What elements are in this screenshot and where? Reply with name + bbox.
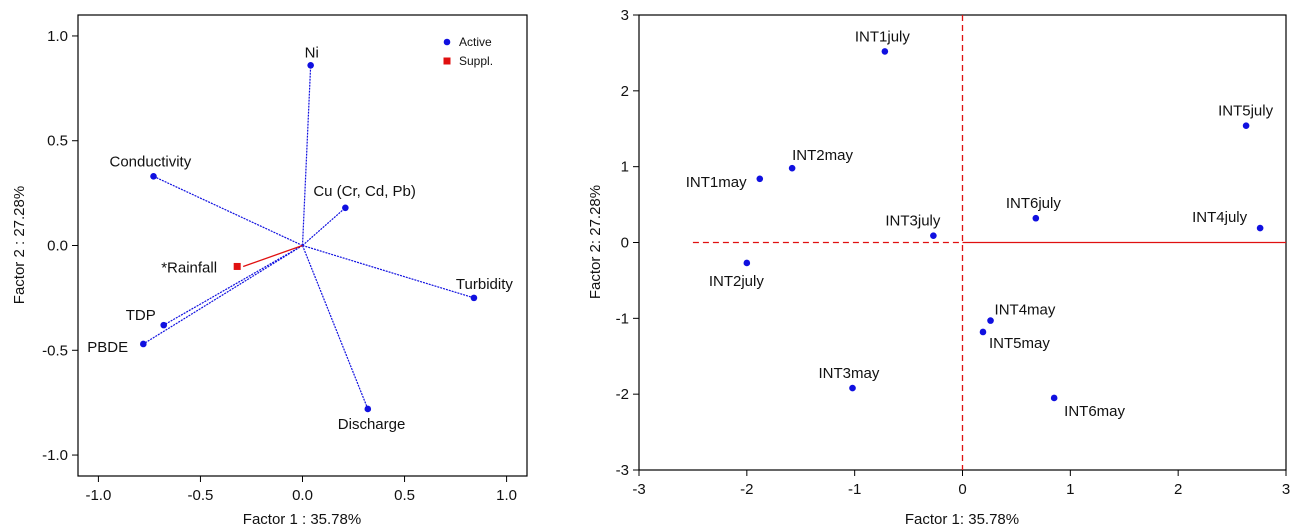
data-label: TDP — [126, 307, 156, 324]
y-tick-label: 2 — [621, 83, 629, 100]
data-point — [987, 317, 994, 324]
data-label: INT2may — [792, 147, 853, 164]
data-point — [1050, 394, 1058, 402]
data-point — [881, 48, 889, 55]
data-point — [743, 259, 751, 267]
x-axis-title: Factor 1: 35.78% — [905, 511, 1019, 528]
data-point — [470, 294, 478, 302]
x-tick-label: 1 — [1066, 481, 1074, 498]
y-tick-label: 3 — [621, 7, 629, 24]
data-label: Discharge — [338, 416, 406, 433]
chart-observations-plot: -3 -2 -1 0 1 2 3 3 2 1 0 -1 -2 -3 Factor 1: 35.78% Fact… — [587, 7, 1290, 528]
x-tick-label: -2 — [740, 481, 753, 498]
y-tick-label: 1.0 — [47, 28, 68, 45]
loading-vector — [302, 244, 475, 299]
data-label: INT3may — [819, 365, 880, 382]
legend-marker-active — [443, 38, 451, 46]
legend-label: Active — [459, 35, 492, 49]
loading-vector — [142, 244, 303, 345]
loading-vector — [163, 244, 303, 326]
data-label: INT3july — [885, 213, 941, 230]
y-axis-title: Factor 2 : 27.28% — [11, 186, 28, 304]
data-point — [150, 173, 157, 180]
x-tick-label: -0.5 — [188, 487, 214, 504]
data-label: INT1july — [855, 28, 911, 45]
data-label: INT5may — [989, 335, 1050, 352]
data-label: INT6may — [1064, 403, 1125, 420]
data-label: INT5july — [1218, 103, 1274, 120]
data-point — [307, 61, 314, 69]
legend-marker-suppl — [443, 57, 451, 65]
data-label: PBDE — [87, 339, 128, 356]
data-point — [979, 328, 987, 336]
x-tick-label: 0.0 — [292, 487, 313, 504]
loading-vector — [153, 175, 303, 247]
x-tick-label: -1.0 — [85, 487, 111, 504]
data-point — [140, 340, 147, 348]
data-label: INT4july — [1192, 209, 1248, 226]
data-label: INT6july — [1006, 195, 1062, 212]
y-axis-title: Factor 2: 27.28% — [587, 185, 604, 299]
data-point — [1256, 224, 1264, 232]
data-point — [788, 164, 796, 172]
y-tick-label: -3 — [616, 462, 629, 479]
y-tick-label: -1.0 — [42, 447, 68, 464]
data-point — [1242, 122, 1250, 130]
data-point — [930, 232, 937, 239]
data-label: Turbidity — [456, 276, 513, 293]
data-label: INT4may — [995, 302, 1056, 319]
y-tick-label: 0.0 — [47, 238, 68, 255]
data-label: Cu (Cr, Cd, Pb) — [313, 183, 416, 200]
x-tick-label: 3 — [1282, 481, 1290, 498]
data-point — [756, 175, 764, 183]
y-tick-label: 0.5 — [47, 133, 68, 150]
x-tick-label: 1.0 — [496, 487, 517, 504]
x-tick-label: 0.5 — [394, 487, 415, 504]
loading-vector — [301, 65, 312, 246]
data-point — [342, 204, 349, 212]
data-point-suppl — [233, 262, 241, 270]
data-label: Conductivity — [110, 153, 192, 170]
y-tick-label: -2 — [616, 386, 629, 403]
loading-vector — [301, 245, 369, 410]
y-tick-label: -1 — [616, 310, 629, 327]
data-label: INT2july — [709, 273, 765, 290]
data-point — [160, 321, 168, 329]
loading-vector — [302, 207, 346, 246]
x-tick-label: -1 — [848, 481, 861, 498]
data-point — [364, 405, 372, 413]
loading-vector-suppl — [242, 244, 303, 268]
x-tick-label: 2 — [1174, 481, 1182, 498]
legend-label: Suppl. — [459, 54, 493, 68]
data-label: INT1may — [686, 174, 747, 191]
x-tick-label: -3 — [632, 481, 645, 498]
chart-variables-plot: -1.0 -0.5 0.0 0.5 1.0 1.0 0.5 0.0 -0.5 -1.0 Factor… — [11, 14, 528, 528]
x-tick-label: 0 — [958, 481, 966, 498]
data-point — [849, 384, 856, 392]
x-axis-title: Factor 1 : 35.78% — [243, 511, 361, 528]
data-label: Ni — [305, 44, 319, 61]
data-label: *Rainfall — [161, 259, 217, 276]
y-tick-label: -0.5 — [42, 342, 68, 359]
data-point — [1032, 214, 1040, 222]
y-tick-label: 0 — [621, 235, 629, 252]
y-tick-label: 1 — [621, 159, 629, 176]
